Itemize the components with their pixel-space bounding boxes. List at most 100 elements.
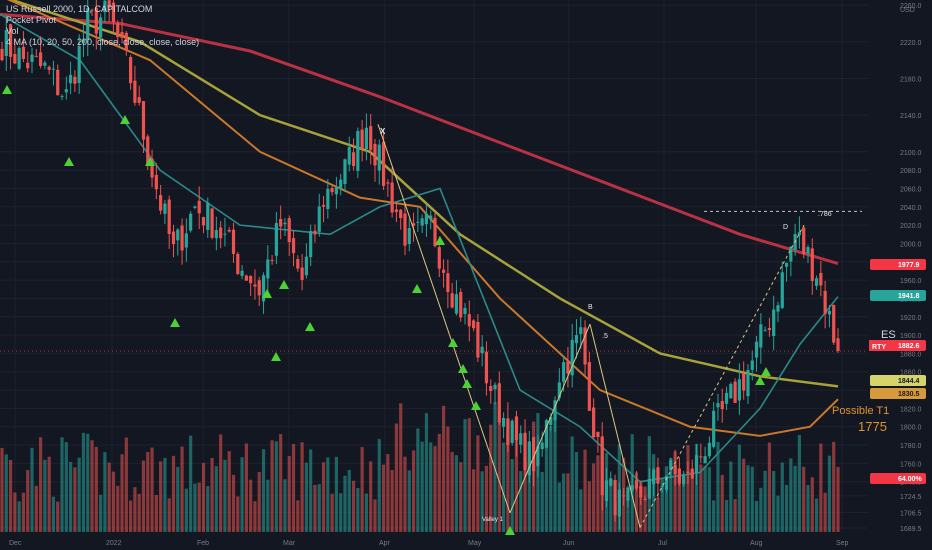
volume-bar <box>643 486 647 532</box>
volume-bar <box>270 440 274 532</box>
volume-bar <box>244 443 248 532</box>
volume-bar <box>227 451 231 532</box>
volume-bar <box>176 466 180 532</box>
volume-bar <box>150 447 154 532</box>
volume-bar <box>56 501 60 532</box>
pattern-leg <box>509 323 591 514</box>
volume-bar <box>416 428 420 532</box>
candle-body <box>686 471 690 474</box>
candle-body <box>94 7 98 34</box>
volume-bar <box>484 465 489 532</box>
indicator-moving-averages[interactable]: 4 MA (10, 20, 50, 200, close, close, clo… <box>6 37 200 47</box>
t1-value: 1775 <box>858 419 887 434</box>
volume-bar <box>476 435 480 532</box>
volume-bar <box>514 434 519 532</box>
pocket-pivot-markers <box>2 85 771 535</box>
volume-bar <box>527 462 531 532</box>
price-badge-label: 64.00% <box>898 476 923 483</box>
volume-bar <box>120 454 124 532</box>
pocket-pivot-icon <box>761 367 771 376</box>
candle-body <box>733 381 737 403</box>
volume-bar <box>184 488 188 532</box>
y-tick-label: 2020.0 <box>900 223 922 230</box>
volume-bar <box>99 494 103 532</box>
volume-bar <box>639 480 643 532</box>
candle-body <box>309 230 313 258</box>
candle-body <box>99 17 103 38</box>
candle-body <box>17 48 21 69</box>
fib-786-label: .786 <box>818 211 832 218</box>
volume-bar <box>720 474 724 532</box>
volume-bar <box>330 493 334 532</box>
volume-bar <box>317 484 321 532</box>
volume-bar <box>806 485 810 532</box>
candle-body <box>377 144 381 171</box>
volume-bar <box>240 457 244 532</box>
volume-bar <box>502 442 506 532</box>
y-tick-label: 2220.0 <box>900 40 922 47</box>
y-tick-label: 1800.0 <box>900 425 922 432</box>
volume-bar <box>321 462 326 532</box>
pocket-pivot-icon <box>145 157 155 166</box>
volume-bar <box>802 466 806 532</box>
volume-bar <box>274 441 278 532</box>
volume-bar <box>746 465 750 532</box>
candle-body <box>664 476 669 490</box>
candle-body <box>51 68 56 70</box>
indicator-volume[interactable]: Vol <box>6 26 19 36</box>
candle-body <box>300 267 304 280</box>
valley-label: Valley 1 <box>482 517 504 523</box>
price-badge <box>870 473 926 484</box>
symbol-title[interactable]: US Russell 2000, 1D, CAPITALCOM <box>6 4 153 14</box>
candle-body <box>514 416 519 441</box>
volume-bar <box>214 466 218 532</box>
time-axis[interactable]: Dec 2022 Feb Mar Apr May Jun Jul Aug Sep <box>0 535 932 550</box>
candle-body <box>549 416 553 426</box>
candle-body <box>189 213 193 231</box>
volume-bar <box>291 443 296 532</box>
candle-body <box>197 200 201 214</box>
candle-body <box>544 420 549 448</box>
candle-body <box>351 152 356 167</box>
candle-body <box>30 54 34 62</box>
candle-body <box>712 410 716 447</box>
volume-bar <box>772 471 776 532</box>
price-axis-background <box>868 0 932 550</box>
point-x-label: X <box>380 127 386 136</box>
point-d-label: D <box>783 224 788 231</box>
x-tick-label: Aug <box>750 540 763 547</box>
y-tick-label: 1706.5 <box>900 510 922 517</box>
candle-body <box>823 290 827 314</box>
volume-bar <box>390 470 394 532</box>
volume-bar <box>677 475 681 532</box>
candle-body <box>699 456 703 458</box>
point-b-label: B <box>588 304 593 311</box>
candle-body <box>433 217 437 247</box>
candle-body <box>244 275 248 281</box>
candle-body <box>4 30 8 57</box>
candle-body <box>454 294 459 314</box>
candle-body <box>669 460 673 471</box>
candle-body <box>257 280 261 296</box>
volume-bar <box>266 479 270 532</box>
candle-body <box>682 475 686 485</box>
x-tick-label: Dec <box>9 540 22 547</box>
volume-bar <box>210 457 214 532</box>
candle-body <box>373 143 377 166</box>
candle-body <box>789 246 793 262</box>
candle-body <box>463 307 467 315</box>
candle-body <box>150 158 154 178</box>
pocket-pivot-icon <box>279 280 289 289</box>
candle-body <box>566 361 570 374</box>
volume-bar <box>103 452 107 532</box>
volume-bar <box>634 472 639 532</box>
candle-body <box>450 293 454 308</box>
candle-body <box>343 159 347 185</box>
indicator-pocket-pivot[interactable]: Pocket Pivot <box>6 15 57 25</box>
candle-body <box>416 221 420 223</box>
candle-body <box>38 52 43 66</box>
candle-body <box>403 213 407 246</box>
candle-body <box>116 23 120 38</box>
